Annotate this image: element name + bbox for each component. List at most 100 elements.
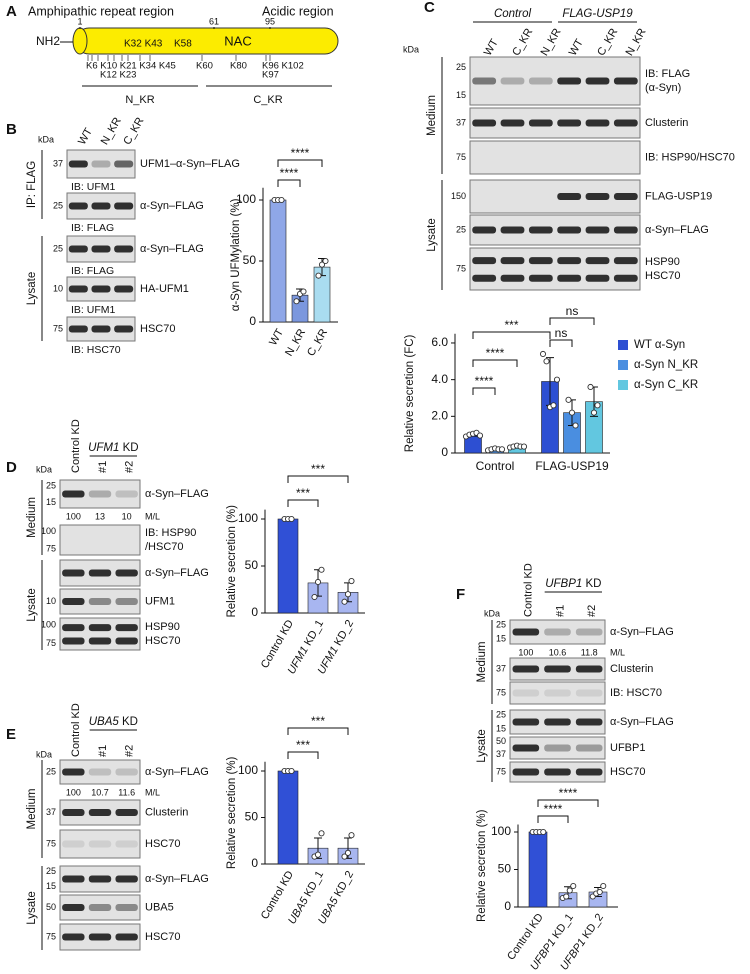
text-part: KD_2 bbox=[330, 869, 356, 901]
mw-label: 15 bbox=[456, 90, 466, 100]
legend-swatch bbox=[618, 340, 628, 350]
lane-label: Control KD bbox=[523, 563, 535, 617]
text-part: UBA5 bbox=[89, 716, 120, 728]
lane-label: WT bbox=[76, 126, 95, 147]
band bbox=[472, 274, 497, 282]
y-tick-label: 50 bbox=[245, 810, 259, 824]
text-part: KD_1 bbox=[300, 869, 326, 901]
data-point bbox=[344, 591, 352, 598]
ib-label: IB: UFM1 bbox=[71, 304, 115, 316]
x-tick-label: C_KR bbox=[305, 327, 330, 358]
mw-label: 75 bbox=[46, 638, 56, 648]
data-point bbox=[600, 882, 607, 890]
lane-label: WT bbox=[567, 37, 586, 58]
region-label: Amphipathic repeat region bbox=[28, 4, 174, 18]
y-tick-label: 100 bbox=[491, 824, 511, 838]
blot-label: (α-Syn) bbox=[645, 82, 681, 94]
data-point bbox=[572, 422, 579, 429]
band bbox=[114, 160, 134, 168]
data-point bbox=[300, 288, 307, 295]
band bbox=[512, 744, 540, 752]
band bbox=[585, 77, 610, 85]
mw-label: 75 bbox=[46, 838, 56, 848]
blot-label: IB: HSC70 bbox=[610, 687, 662, 699]
significance-bracket bbox=[472, 331, 551, 339]
band bbox=[528, 119, 553, 127]
data-point bbox=[590, 409, 598, 416]
band bbox=[91, 245, 111, 253]
terminus: NH2 bbox=[36, 34, 60, 48]
ib-label: IB: FLAG bbox=[71, 265, 114, 277]
band bbox=[115, 637, 138, 645]
kda-label: kDa bbox=[38, 134, 54, 144]
mw-label: 75 bbox=[496, 766, 506, 776]
text-part: UFBP1 bbox=[558, 937, 588, 973]
y-tick-label: 100 bbox=[238, 763, 258, 777]
blot bbox=[469, 179, 641, 214]
band bbox=[472, 226, 497, 234]
band bbox=[528, 274, 553, 282]
blot-label: α-Syn–FLAG bbox=[145, 488, 209, 500]
significance-label: **** bbox=[486, 346, 505, 360]
blot-label: HSC70 bbox=[140, 323, 175, 335]
data-point bbox=[341, 598, 348, 605]
blot bbox=[59, 829, 141, 859]
band bbox=[88, 598, 112, 605]
data-point bbox=[348, 832, 355, 839]
ib-label: IB: FLAG bbox=[71, 222, 114, 234]
quant-label: 11.8 bbox=[581, 647, 598, 657]
mw-label: 100 bbox=[41, 619, 56, 629]
significance-label: ns bbox=[555, 326, 568, 340]
blot-label: HSC70 bbox=[145, 838, 180, 850]
blot-label: HSC70 bbox=[610, 766, 645, 778]
band bbox=[91, 202, 111, 210]
blot-label: α-Syn–FLAG bbox=[645, 224, 709, 236]
mw-label: 25 bbox=[53, 243, 63, 253]
kda-label: kDa bbox=[403, 44, 419, 54]
mw-label: 15 bbox=[496, 634, 506, 644]
mw-label: 50 bbox=[496, 736, 506, 746]
significance-label: *** bbox=[296, 738, 310, 752]
text-part: KD bbox=[119, 442, 138, 454]
mw-label: 15 bbox=[496, 724, 506, 734]
band bbox=[68, 325, 88, 333]
quant-label: 100 bbox=[66, 787, 81, 797]
band bbox=[557, 77, 582, 85]
section-label: Lysate bbox=[26, 272, 38, 305]
lane-label: Control KD bbox=[70, 419, 82, 473]
mw-label: 25 bbox=[46, 766, 56, 776]
blot-label: Clusterin bbox=[145, 806, 188, 818]
band bbox=[585, 193, 610, 200]
mw-label: 25 bbox=[456, 62, 466, 72]
mw-label: 37 bbox=[496, 749, 506, 759]
blot-label: α-Syn–FLAG bbox=[140, 243, 204, 255]
y-tick-label: 100 bbox=[238, 511, 258, 525]
blot-label: /HSC70 bbox=[145, 541, 184, 553]
lane-label: #1 bbox=[97, 745, 109, 757]
band bbox=[613, 226, 638, 234]
data-point bbox=[570, 882, 577, 890]
band bbox=[500, 119, 525, 127]
lane-label: C_KR bbox=[121, 115, 146, 146]
site: K58 bbox=[174, 39, 192, 50]
band bbox=[528, 257, 553, 265]
band bbox=[613, 77, 638, 85]
data-point bbox=[311, 593, 318, 601]
data-point bbox=[314, 578, 322, 586]
y-axis-title: Relative secretion (FC) bbox=[404, 334, 416, 452]
band bbox=[528, 77, 553, 85]
mw-label: 75 bbox=[53, 323, 63, 333]
legend-swatch bbox=[618, 360, 628, 370]
significance-label: ns bbox=[566, 304, 579, 318]
quant-label: 13 bbox=[95, 511, 105, 521]
band bbox=[115, 569, 138, 577]
kda-label: kDa bbox=[36, 749, 52, 759]
band bbox=[62, 840, 85, 848]
band bbox=[91, 285, 111, 293]
band bbox=[62, 569, 85, 577]
bar bbox=[277, 770, 299, 865]
ib-label: IB: HSC70 bbox=[71, 344, 121, 356]
group-label: N_KR bbox=[125, 94, 154, 106]
text-part: KD_1 bbox=[300, 618, 326, 650]
data-point bbox=[318, 566, 325, 573]
